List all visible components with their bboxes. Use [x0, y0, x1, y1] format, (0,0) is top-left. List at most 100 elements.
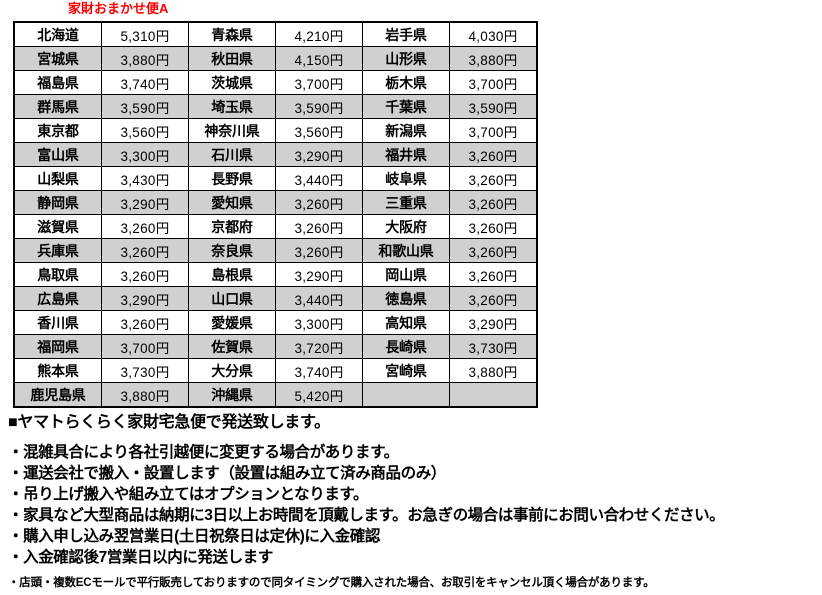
prefecture-cell: 兵庫県: [13, 238, 102, 263]
price-cell: 3,700円: [449, 118, 538, 143]
table-row: 兵庫県 3,260円 奈良県 3,260円 和歌山県 3,260円: [13, 238, 538, 263]
price-cell: 3,730円: [101, 358, 189, 383]
prefecture-cell: 神奈川県: [188, 118, 276, 143]
prefecture-cell: 山梨県: [13, 166, 102, 191]
price-cell: 3,260円: [101, 214, 189, 239]
price-cell: 3,260円: [101, 262, 189, 287]
prefecture-cell: 岐阜県: [362, 166, 450, 191]
prefecture-cell: 東京都: [13, 118, 102, 143]
prefecture-cell: 青森県: [188, 21, 276, 47]
prefecture-cell: 群馬県: [13, 94, 102, 119]
price-cell: 3,260円: [449, 238, 538, 263]
prefecture-cell: 島根県: [188, 262, 276, 287]
price-cell: 3,700円: [449, 70, 538, 95]
prefecture-cell: 北海道: [13, 21, 102, 47]
table-row: 富山県 3,300円 石川県 3,290円 福井県 3,260円: [13, 142, 538, 167]
prefecture-cell: 京都府: [188, 214, 276, 239]
prefecture-cell: 三重県: [362, 190, 450, 215]
prefecture-cell: 山形県: [362, 46, 450, 71]
prefecture-cell: 大阪府: [362, 214, 450, 239]
prefecture-cell: 山口県: [188, 286, 276, 311]
price-cell: 3,290円: [275, 262, 363, 287]
note-line: ・混雑具合により各社引越便に変更する場合があります。: [8, 444, 399, 461]
prefecture-cell: 大分県: [188, 358, 276, 383]
prefecture-cell: 岡山県: [362, 262, 450, 287]
prefecture-cell: 愛媛県: [188, 310, 276, 335]
price-cell: 3,740円: [101, 70, 189, 95]
table-row: 東京都 3,560円 神奈川県 3,560円 新潟県 3,700円: [13, 118, 538, 143]
prefecture-cell: 長野県: [188, 166, 276, 191]
prefecture-cell: 埼玉県: [188, 94, 276, 119]
price-cell: 3,440円: [275, 166, 363, 191]
price-cell: 5,310円: [101, 21, 189, 47]
notes-fine-print: ・店頭・複数ECモールで平行販売しておりますので同タイミングで購入された場合、お…: [8, 577, 655, 589]
price-cell: 3,730円: [449, 334, 538, 359]
prefecture-cell: 香川県: [13, 310, 102, 335]
price-cell: 3,430円: [101, 166, 189, 191]
price-cell: 3,440円: [275, 286, 363, 311]
price-cell: 3,740円: [275, 358, 363, 383]
table-row: 静岡県 3,290円 愛知県 3,260円 三重県 3,260円: [13, 190, 538, 215]
table-row: 広島県 3,290円 山口県 3,440円 徳島県 3,260円: [13, 286, 538, 311]
prefecture-cell: 栃木県: [362, 70, 450, 95]
prefecture-cell: 佐賀県: [188, 334, 276, 359]
prefecture-cell: 和歌山県: [362, 238, 450, 263]
price-cell: 3,260円: [449, 214, 538, 239]
price-cell: 3,260円: [449, 166, 538, 191]
price-cell: 3,290円: [101, 190, 189, 215]
price-cell: 3,260円: [449, 190, 538, 215]
price-cell: 3,290円: [101, 286, 189, 311]
prefecture-cell: 高知県: [362, 310, 450, 335]
prefecture-cell: 秋田県: [188, 46, 276, 71]
table-row: 鳥取県 3,260円 島根県 3,290円 岡山県 3,260円: [13, 262, 538, 287]
price-cell: 3,260円: [275, 190, 363, 215]
price-cell: 3,260円: [449, 262, 538, 287]
price-cell: 3,700円: [275, 70, 363, 95]
table-row: 福島県 3,740円 茨城県 3,700円 栃木県 3,700円: [13, 70, 538, 95]
table-row: 山梨県 3,430円 長野県 3,440円 岐阜県 3,260円: [13, 166, 538, 191]
price-cell: 4,030円: [449, 21, 538, 47]
price-cell: 3,260円: [449, 142, 538, 167]
note-line: ・家具など大型商品は納期に3日以上お時間を頂戴します。お急ぎの場合は事前にお問い…: [8, 507, 725, 524]
note-line: ・吊り上げ搬入や組み立てはオプションとなります。: [8, 486, 369, 503]
price-cell: 3,260円: [101, 310, 189, 335]
table-row: 北海道 5,310円 青森県 4,210円 岩手県 4,030円: [13, 21, 538, 47]
note-line: ・入金確認後7営業日以内に発送します: [8, 549, 273, 566]
prefecture-cell: 鹿児島県: [13, 382, 102, 408]
page-title: 家財おまかせ便A: [68, 1, 169, 16]
price-cell: 3,590円: [275, 94, 363, 119]
price-cell: 3,260円: [449, 286, 538, 311]
price-cell: 3,880円: [449, 358, 538, 383]
prefecture-cell: 福岡県: [13, 334, 102, 359]
table-row: 宮城県 3,880円 秋田県 4,150円 山形県 3,880円: [13, 46, 538, 71]
table-row: 香川県 3,260円 愛媛県 3,300円 高知県 3,290円: [13, 310, 538, 335]
price-cell: 3,260円: [275, 214, 363, 239]
prefecture-cell: 新潟県: [362, 118, 450, 143]
price-cell: 3,300円: [101, 142, 189, 167]
prefecture-cell: 滋賀県: [13, 214, 102, 239]
price-cell: 3,880円: [101, 46, 189, 71]
prefecture-cell: 石川県: [188, 142, 276, 167]
prefecture-cell: [362, 382, 450, 408]
notes-list: ・混雑具合により各社引越便に変更する場合があります。 ・運送会社で搬入・設置します…: [8, 442, 814, 568]
table-row: 滋賀県 3,260円 京都府 3,260円 大阪府 3,260円: [13, 214, 538, 239]
price-cell: 3,560円: [275, 118, 363, 143]
price-cell: 3,260円: [101, 238, 189, 263]
prefecture-cell: 茨城県: [188, 70, 276, 95]
price-cell: 3,880円: [449, 46, 538, 71]
price-cell: 4,150円: [275, 46, 363, 71]
note-line: ・購入申し込み翌営業日(土日祝祭日は定休)に入金確認: [8, 528, 380, 545]
price-cell: [449, 382, 538, 408]
notes-section: ■ヤマトらくらく家財宅急便で発送致します。 ・混雑具合により各社引越便に変更する…: [8, 412, 814, 591]
prefecture-cell: 熊本県: [13, 358, 102, 383]
prefecture-cell: 福井県: [362, 142, 450, 167]
prefecture-cell: 徳島県: [362, 286, 450, 311]
prefecture-cell: 宮崎県: [362, 358, 450, 383]
price-cell: 3,290円: [449, 310, 538, 335]
table-row: 群馬県 3,590円 埼玉県 3,590円 千葉県 3,590円: [13, 94, 538, 119]
price-cell: 3,590円: [449, 94, 538, 119]
prefecture-cell: 宮城県: [13, 46, 102, 71]
table-row: 鹿児島県 3,880円 沖縄県 5,420円: [13, 382, 538, 408]
price-cell: 3,290円: [275, 142, 363, 167]
prefecture-cell: 愛知県: [188, 190, 276, 215]
